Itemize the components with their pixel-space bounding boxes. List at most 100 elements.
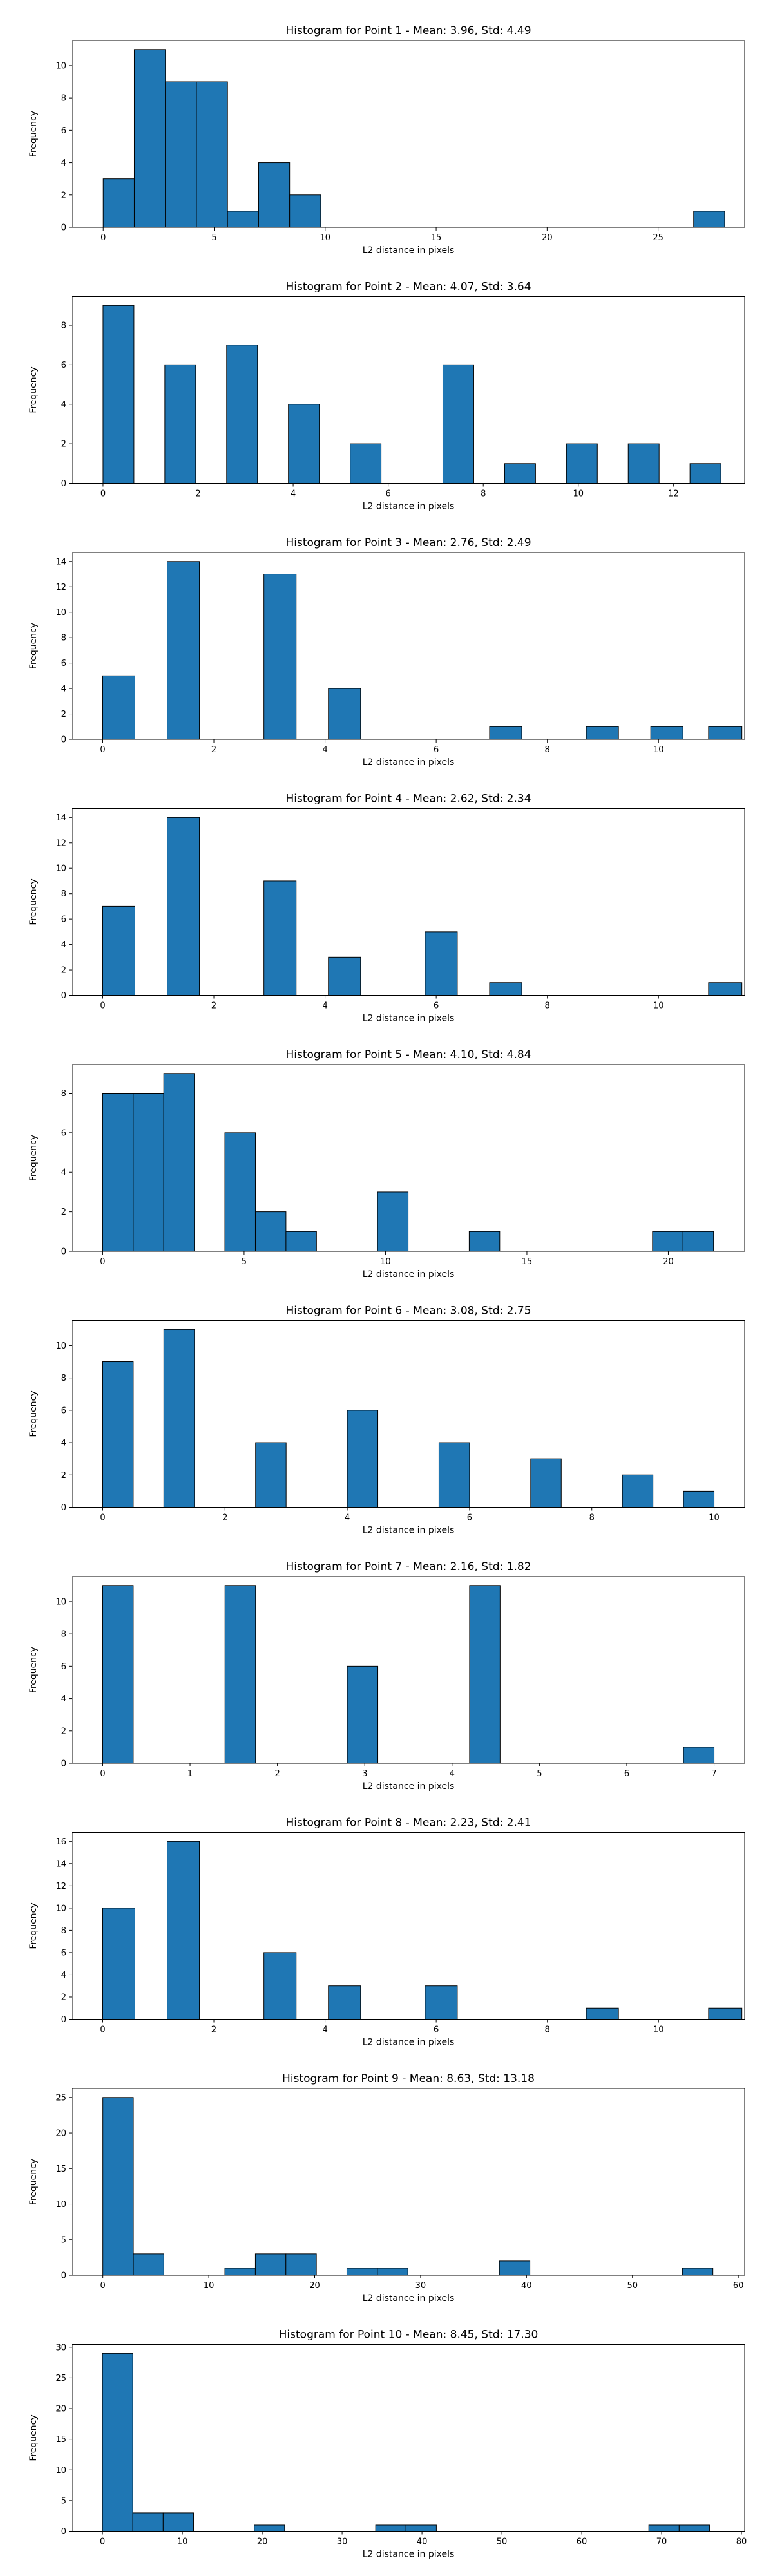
y-axis-label: Frequency — [28, 2414, 39, 2461]
x-tick-label: 0 — [100, 2025, 105, 2035]
x-axis-label: L2 distance in pixels — [363, 2550, 455, 2560]
x-tick-label: 40 — [417, 2537, 428, 2547]
x-tick-label: 10 — [380, 1257, 391, 1267]
y-axis-label: Frequency — [28, 2159, 39, 2205]
y-tick-label: 25 — [55, 2374, 66, 2383]
histogram-bar — [167, 817, 200, 996]
histogram-chart-10: Histogram for Point 10 - Mean: 8.45, Std… — [28, 2329, 747, 2560]
x-tick-label: 4 — [450, 1769, 455, 1779]
x-tick-label: 4 — [291, 489, 296, 499]
histogram-bar — [167, 1841, 200, 2020]
x-axis-label: L2 distance in pixels — [363, 245, 455, 256]
y-tick-label: 10 — [55, 608, 66, 618]
x-tick-label: 2 — [211, 2025, 216, 2035]
y-tick-label: 6 — [61, 1406, 66, 1416]
histogram-bar — [263, 1952, 297, 2020]
x-tick-label: 20 — [257, 2537, 268, 2547]
y-tick-label: 8 — [61, 321, 66, 330]
x-tick-label: 0 — [100, 1513, 105, 1523]
y-tick-label: 30 — [55, 2343, 66, 2353]
x-tick-label: 10 — [653, 2025, 664, 2035]
x-axis-label: L2 distance in pixels — [363, 2293, 455, 2304]
histogram-bar — [375, 2524, 406, 2532]
histogram-bar — [683, 1747, 715, 1764]
y-tick-label: 12 — [55, 838, 66, 848]
y-tick-label: 8 — [61, 1089, 66, 1099]
x-axis-label: L2 distance in pixels — [363, 1781, 455, 1792]
y-tick-label: 4 — [61, 685, 66, 694]
x-tick-label: 6 — [434, 2025, 439, 2035]
x-tick-label: 0 — [100, 745, 105, 755]
histogram-bar — [254, 2524, 285, 2532]
y-tick-label: 8 — [61, 634, 66, 643]
histogram-bar — [468, 1231, 501, 1252]
y-tick-label: 6 — [61, 126, 66, 136]
histogram-bar — [254, 2253, 287, 2276]
histogram-bar — [328, 956, 361, 996]
histogram-bar — [469, 1585, 501, 1764]
histogram-bar — [285, 2253, 317, 2276]
y-tick-label: 4 — [61, 400, 66, 410]
histogram-bar — [227, 211, 259, 228]
y-axis-label: Frequency — [28, 1390, 39, 1437]
histogram-bar — [586, 726, 619, 740]
chart-title: Histogram for Point 9 - Mean: 8.63, Std:… — [282, 2072, 535, 2085]
x-tick-label: 60 — [733, 2281, 744, 2291]
histogram-bar — [678, 2524, 710, 2532]
y-tick-label: 8 — [61, 94, 66, 104]
y-tick-label: 2 — [61, 191, 66, 200]
x-tick-label: 0 — [100, 233, 106, 243]
histogram-bar — [163, 1329, 195, 1508]
y-tick-label: 0 — [61, 991, 66, 1001]
x-axis-label: L2 distance in pixels — [363, 2038, 455, 2048]
y-tick-label: 4 — [61, 1168, 66, 1178]
plot-frame — [72, 552, 745, 740]
histogram-bar — [285, 1231, 317, 1252]
y-tick-label: 10 — [55, 1341, 66, 1351]
x-tick-label: 10 — [177, 2537, 188, 2547]
y-axis-label: Frequency — [28, 878, 39, 925]
x-tick-label: 0 — [100, 1001, 105, 1011]
histogram-bar — [102, 1093, 134, 1252]
histogram-bar — [438, 1442, 470, 1508]
x-tick-label: 10 — [204, 2281, 215, 2291]
x-tick-label: 4 — [322, 1001, 327, 1011]
x-tick-label: 6 — [467, 1513, 472, 1523]
histogram-bar — [377, 1191, 409, 1252]
histogram-bar — [377, 2268, 408, 2276]
histogram-bar — [328, 688, 361, 740]
histogram-chart-8: Histogram for Point 8 - Mean: 2.23, Std:… — [28, 1817, 745, 2048]
plot-frame — [72, 296, 745, 484]
x-tick-label: 0 — [100, 2537, 105, 2547]
y-tick-label: 4 — [61, 1694, 66, 1704]
chart-title: Histogram for Point 3 - Mean: 2.76, Std:… — [285, 536, 531, 549]
y-tick-label: 8 — [61, 1926, 66, 1936]
y-tick-label: 20 — [55, 2405, 66, 2414]
y-tick-label: 0 — [61, 1247, 66, 1257]
y-axis-label: Frequency — [28, 366, 39, 413]
histogram-bar — [102, 305, 135, 484]
x-tick-label: 6 — [624, 1769, 629, 1779]
plot-frame — [72, 40, 745, 228]
histogram-bar — [489, 726, 522, 740]
chart-title: Histogram for Point 8 - Mean: 2.23, Std:… — [285, 1817, 531, 1830]
histogram-bar — [442, 364, 474, 484]
x-tick-label: 2 — [195, 489, 200, 499]
y-tick-label: 10 — [55, 864, 66, 874]
histogram-bar — [530, 1458, 562, 1508]
histogram-chart-6: Histogram for Point 6 - Mean: 3.08, Std:… — [28, 1305, 745, 1536]
x-axis-label: L2 distance in pixels — [363, 757, 455, 768]
y-tick-label: 6 — [61, 1948, 66, 1958]
x-tick-label: 4 — [345, 1513, 350, 1523]
histogram-bar — [132, 2512, 164, 2532]
histogram-bar — [683, 1490, 715, 1508]
x-tick-label: 8 — [481, 489, 486, 499]
chart-title: Histogram for Point 1 - Mean: 3.96, Std:… — [285, 24, 531, 37]
y-tick-label: 25 — [55, 2093, 66, 2103]
chart-title: Histogram for Point 2 - Mean: 4.07, Std:… — [285, 281, 531, 294]
histogram-bar — [499, 2260, 531, 2276]
x-tick-label: 5 — [537, 1769, 542, 1779]
x-tick-label: 8 — [545, 2025, 550, 2035]
x-tick-label: 6 — [434, 1001, 439, 1011]
plot-frame — [72, 2344, 745, 2532]
